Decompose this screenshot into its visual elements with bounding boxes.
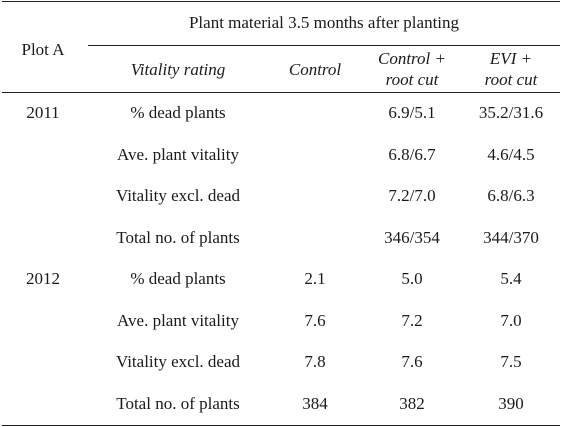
cell-evi-root: 390: [498, 394, 524, 413]
top-rule: [2, 1, 560, 2]
cell-control-root: 7.2: [401, 311, 423, 330]
row-label: Total no. of plants: [116, 228, 240, 247]
stub-header: Plot A: [21, 40, 65, 59]
cell-evi-root: 7.0: [500, 311, 522, 330]
row-label: Vitality excl. dead: [115, 352, 241, 371]
bottom-rule: [2, 425, 560, 426]
row-label: Ave. plant vitality: [117, 311, 239, 330]
row-label: % dead plants: [130, 269, 226, 288]
cell-control-root: 7.6: [401, 352, 423, 371]
cell-control: 7.8: [304, 352, 326, 371]
col-header-evi-root-line1: EVI +: [489, 49, 533, 68]
cell-evi-root: 5.4: [500, 269, 522, 288]
cell-evi-root: 4.6/4.5: [487, 145, 535, 164]
cell-control-root: 6.8/6.7: [388, 145, 436, 164]
cell-evi-root: 7.5: [500, 352, 522, 371]
col-header-control: Control: [288, 60, 342, 79]
col-header-control-root-line1: Control +: [378, 49, 446, 68]
col-header-rating: Vitality rating: [130, 60, 226, 79]
cell-evi-root: 344/370: [483, 228, 539, 247]
cell-control-root: 382: [399, 394, 425, 413]
header-rule: [2, 92, 560, 93]
row-label: % dead plants: [130, 103, 226, 122]
cell-control-root: 7.2/7.0: [388, 186, 436, 205]
year-label-2011: 2011: [26, 103, 60, 122]
cell-control-root: 346/354: [384, 228, 440, 247]
row-label: Vitality excl. dead: [115, 186, 241, 205]
cell-control: 384: [302, 394, 328, 413]
cell-evi-root: 35.2/31.6: [478, 103, 544, 122]
cell-control: 2.1: [304, 269, 326, 288]
row-label: Ave. plant vitality: [117, 145, 239, 164]
col-header-control-root-line2: root cut: [385, 70, 439, 89]
spanner-rule: [88, 45, 560, 46]
cell-control-root: 5.0: [401, 269, 423, 288]
cell-evi-root: 6.8/6.3: [487, 186, 535, 205]
row-label: Total no. of plants: [116, 394, 240, 413]
cell-control-root: 6.9/5.1: [388, 103, 436, 122]
col-header-evi-root-line2: root cut: [484, 70, 538, 89]
year-label-2012: 2012: [26, 269, 60, 288]
cell-control: 7.6: [304, 311, 326, 330]
spanner-header: Plant material 3.5 months after planting: [188, 13, 460, 32]
